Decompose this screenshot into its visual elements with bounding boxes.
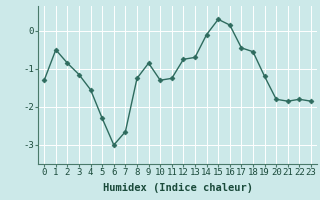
- X-axis label: Humidex (Indice chaleur): Humidex (Indice chaleur): [103, 183, 252, 193]
